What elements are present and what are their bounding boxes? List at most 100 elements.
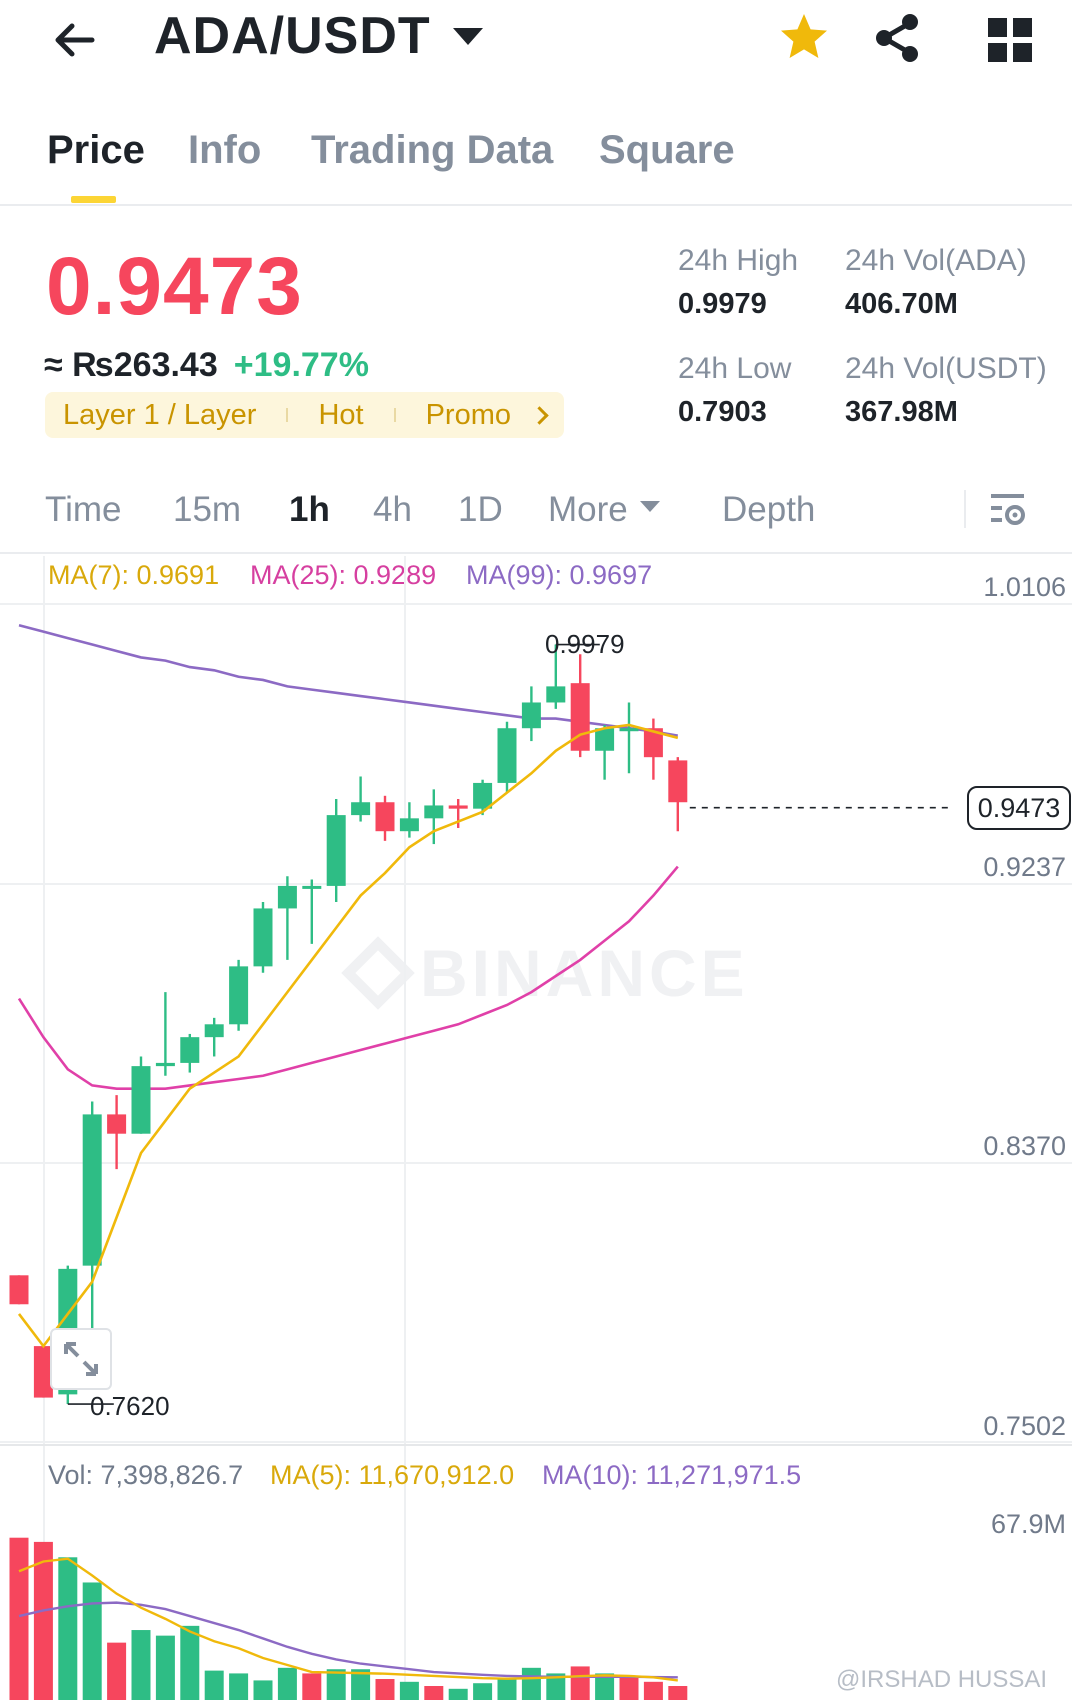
candle-body [375,802,395,832]
tag-layer[interactable]: Layer 1 / Layer [63,398,257,431]
ma99-legend: MA(99): 0.9697 [466,560,653,590]
volume-bar [497,1677,517,1700]
volume-bar [82,1582,102,1700]
candle-body [668,760,688,803]
ctrl-4h[interactable]: 4h [373,490,412,529]
active-tab-indicator [71,196,116,203]
expand-chart-button[interactable] [50,1328,112,1390]
candle-body [302,885,322,889]
candle-body [448,805,468,809]
y-axis-label-1: 1.0106 [983,572,1066,602]
ctrl-1d[interactable]: 1D [458,490,503,529]
stat-vol-quote-value: 367.98M [845,396,958,428]
volume-bar [643,1681,663,1700]
volume-bar [351,1669,371,1700]
pair-selector[interactable]: ADA/USDT [154,6,483,66]
volume-bar [570,1666,590,1700]
volume-bar [473,1683,493,1700]
tab-info[interactable]: Info [188,128,262,172]
y-axis-label-2: 0.9237 [983,852,1066,882]
volume-bar [58,1557,78,1700]
tag-hot[interactable]: Hot [318,398,364,431]
binance-logo-icon [341,936,415,1010]
candle-body [619,728,639,732]
candle-body [399,818,419,832]
candle-body [131,1066,151,1134]
candle-body [204,1024,224,1038]
volume-bar [521,1667,541,1700]
y-axis-label-3: 0.8370 [983,1131,1066,1161]
grid-icon[interactable] [982,12,1038,68]
high-annotation: 0.9979 [545,629,625,659]
stat-vol-base-label: 24h Vol(ADA) [845,244,1027,277]
ctrl-more-label: More [548,490,628,529]
fiat-price: ≈ ₨263.43 [44,346,218,384]
vol-ma5-legend: MA(5): 11,670,912.0 [270,1460,515,1490]
share-icon[interactable] [870,10,926,66]
stat-high-label: 24h High [678,244,799,277]
candle-body [82,1114,102,1266]
stat-vol-quote-label: 24h Vol(USDT) [845,352,1047,385]
volume-bar [399,1681,419,1700]
volume-bar [375,1679,395,1700]
watermark-credit: @IRSHAD HUSSAI [836,1666,1048,1693]
volume-ma5-line [18,1557,678,1682]
chevron-right-icon [530,405,549,425]
top-bar: ADA/USDT [0,0,1072,110]
candle-body [473,782,493,809]
candle-body [326,815,346,886]
candle-body [155,1062,175,1067]
volume-bar [448,1688,468,1700]
tag-bar[interactable]: Layer 1 / Layer Hot Promo [45,392,565,438]
tab-price[interactable]: Price [47,128,145,172]
candle-body [546,686,566,703]
tag-divider [286,408,289,422]
tab-trading-data[interactable]: Trading Data [311,128,554,172]
volume-bar [180,1625,200,1700]
vol-legend: Vol: 7,398,826.7 [48,1460,244,1490]
stat-low-label: 24h Low [678,352,792,385]
volume-bar [33,1541,53,1700]
caret-down-icon [639,501,660,513]
tab-square[interactable]: Square [599,128,735,172]
candle-body [521,702,541,729]
section-tabs: Price Info Trading Data Square [0,118,1072,206]
chart-settings-icon[interactable] [988,488,1028,532]
stat-vol-base-value: 406.70M [845,288,958,320]
ma7-line [17,723,679,1349]
volume-bar [107,1642,127,1700]
y-axis-label-4: 0.7502 [983,1411,1066,1441]
ctrl-time[interactable]: Time [45,490,122,529]
price-change: +19.77% [233,346,369,384]
volume-bar [326,1669,346,1700]
star-icon[interactable] [776,10,832,66]
controls-divider [964,490,966,528]
ctrl-15m[interactable]: 15m [173,490,242,529]
price-subline: ≈ ₨263.43 +19.77% [44,346,369,385]
candle-body [643,728,663,758]
candle-body [570,683,590,751]
ctrl-depth[interactable]: Depth [722,490,816,529]
ma25-legend: MA(25): 0.9289 [250,560,437,590]
volume-bar [253,1680,273,1700]
volume-bar [595,1673,615,1700]
candle-body [229,966,249,1025]
volume-bar [204,1670,224,1700]
pair-title: ADA/USDT [154,7,431,65]
ma7-legend: MA(7): 0.9691 [48,560,220,590]
last-price: 0.9473 [46,241,303,332]
volume-bar [302,1673,322,1700]
candle-body [253,908,273,967]
tag-promo[interactable]: Promo [425,398,512,431]
volume-bar [546,1673,566,1700]
ctrl-more[interactable]: More [548,490,660,530]
ctrl-1h[interactable]: 1h [289,490,330,529]
volume-bar [229,1673,249,1700]
vol-ma10-legend: MA(10): 11,271,971.5 [542,1460,802,1490]
expand-icon [64,1342,98,1376]
tag-divider [393,408,396,422]
low-annotation: 0.7620 [90,1391,170,1421]
chart-controls: Time 15m 1h 4h 1D More Depth [0,478,1072,554]
volume-bar [131,1630,151,1700]
arrow-left-icon[interactable] [48,10,108,70]
